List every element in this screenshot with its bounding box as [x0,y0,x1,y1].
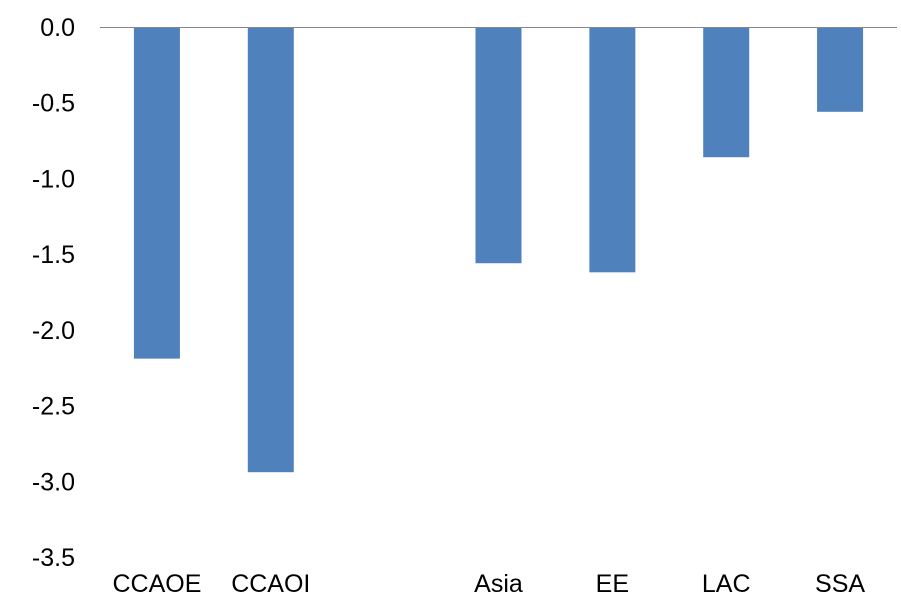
x-tick-label: EE [596,570,629,598]
y-tick-label: -2.5 [32,393,75,421]
x-tick-label: CCAOE [112,570,201,598]
y-tick-label: -3.5 [32,544,75,572]
bars [133,27,864,473]
y-tick-label: 0.0 [40,14,75,42]
x-tick-label: SSA [815,570,865,598]
y-axis-ticks: 0.0 -0.5 -1.0 -1.5 -2.0 -2.5 -3.0 -3.5 [32,14,75,572]
bar [817,27,864,112]
bar [133,27,180,359]
bar [589,27,636,273]
y-tick-label: -1.0 [32,165,75,193]
y-tick-label: -2.0 [32,317,75,345]
y-tick-label: -1.5 [32,241,75,269]
bar [247,27,294,473]
x-tick-label: CCAOI [231,570,310,598]
x-axis-ticks: CCAOE CCAOI Asia EE LAC SSA [112,570,865,598]
x-tick-label: Asia [474,570,523,598]
y-tick-label: -3.0 [32,468,75,496]
bar [703,27,750,158]
bar [475,27,522,264]
x-tick-label: LAC [702,570,751,598]
y-tick-label: -0.5 [32,90,75,118]
